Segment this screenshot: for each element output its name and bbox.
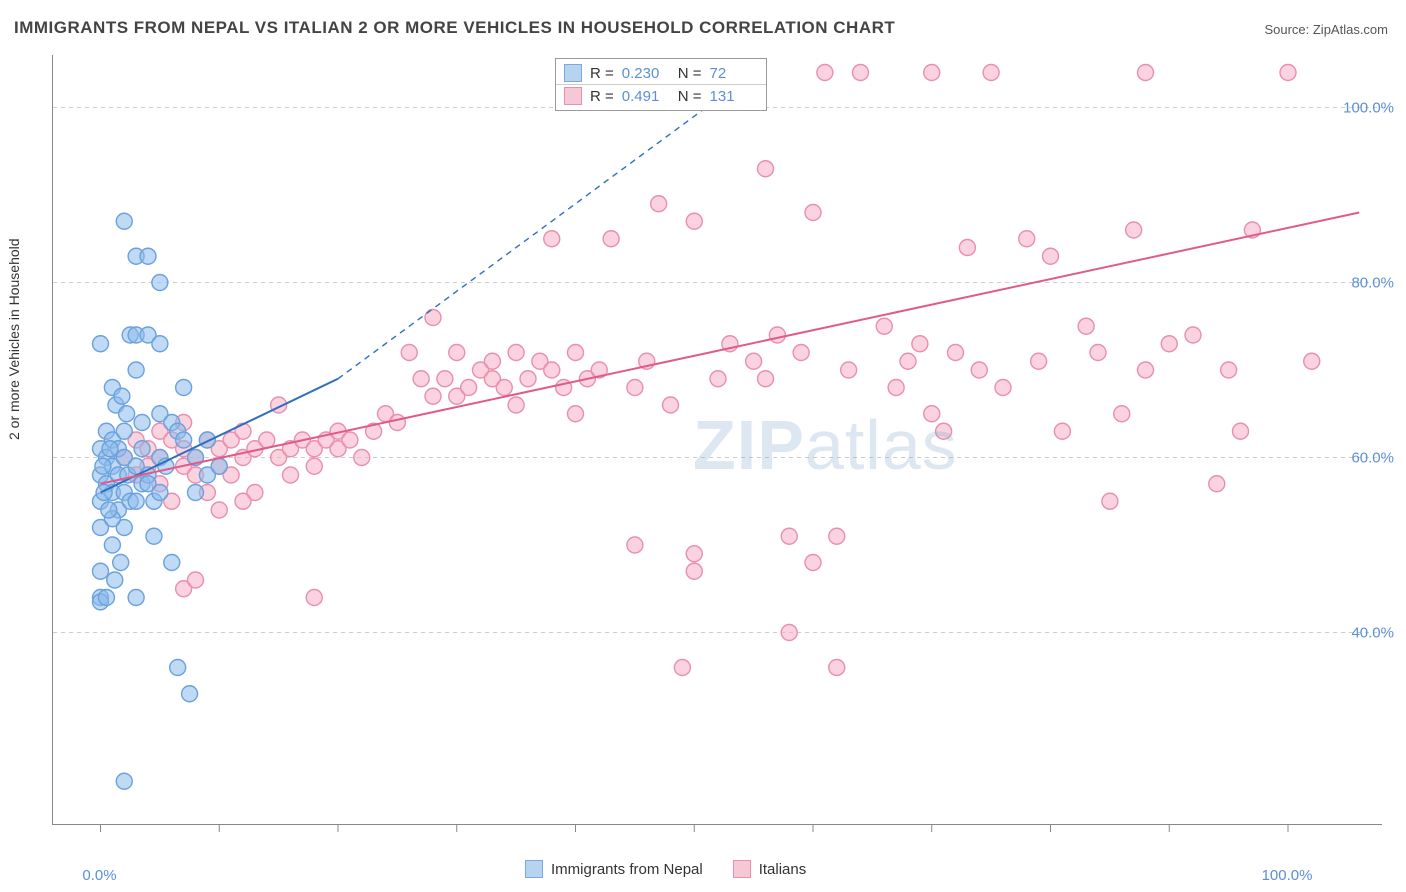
chart-title: IMMIGRANTS FROM NEPAL VS ITALIAN 2 OR MO… [14, 18, 895, 38]
x-tick-label: 0.0% [82, 867, 116, 884]
chart-source: Source: ZipAtlas.com [1264, 22, 1388, 37]
swatch-series-a [525, 860, 543, 878]
plot-svg [53, 55, 1383, 825]
legend-stats-row-b: R = 0.491 N = 131 [556, 84, 766, 107]
stat-n-label: N = [678, 65, 702, 82]
stat-r-label: R = [590, 65, 614, 82]
swatch-series-b [564, 87, 582, 105]
stat-n-value-b: 131 [710, 88, 758, 105]
source-prefix: Source: [1264, 22, 1312, 37]
swatch-series-a [564, 64, 582, 82]
stat-r-label: R = [590, 88, 614, 105]
source-name: ZipAtlas.com [1313, 22, 1388, 37]
stat-n-label: N = [678, 88, 702, 105]
y-tick-label: 80.0% [1351, 274, 1394, 291]
stat-r-value-a: 0.230 [622, 65, 670, 82]
scatter-plot: ZIPatlas [52, 55, 1382, 825]
legend-label-b: Italians [759, 861, 807, 878]
y-tick-label: 60.0% [1351, 449, 1394, 466]
legend-series: Immigrants from Nepal Italians [525, 860, 806, 878]
y-axis-label: 2 or more Vehicles in Household [6, 238, 22, 440]
legend-item-b: Italians [733, 860, 807, 878]
y-tick-label: 40.0% [1351, 624, 1394, 641]
y-tick-label: 100.0% [1343, 99, 1394, 116]
stat-n-value-a: 72 [710, 65, 758, 82]
legend-item-a: Immigrants from Nepal [525, 860, 703, 878]
swatch-series-b [733, 860, 751, 878]
legend-stats-row-a: R = 0.230 N = 72 [556, 62, 766, 84]
legend-stats-box: R = 0.230 N = 72 R = 0.491 N = 131 [555, 58, 767, 111]
stat-r-value-b: 0.491 [622, 88, 670, 105]
x-tick-label: 100.0% [1262, 867, 1313, 884]
legend-label-a: Immigrants from Nepal [551, 861, 703, 878]
